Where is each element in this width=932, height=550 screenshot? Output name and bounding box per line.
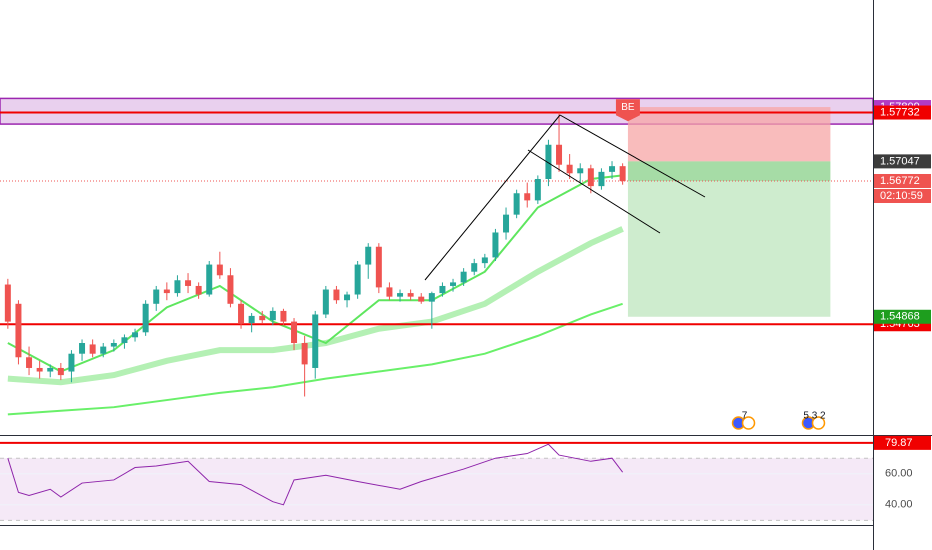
candle-body (227, 275, 234, 304)
candle-body (556, 144, 563, 165)
candle-body (280, 310, 287, 322)
price-label: 1.57732 (880, 106, 920, 118)
stop-zone (627, 107, 831, 162)
candle-body (301, 343, 308, 365)
candle-body (110, 343, 117, 347)
price-label: 1.54868 (880, 311, 920, 323)
price-label-box (874, 309, 931, 324)
countdown: 02:10:59 (880, 190, 923, 202)
price-label: 1.56772 (880, 175, 920, 187)
candle-body (481, 257, 488, 264)
candle-body (142, 303, 149, 333)
candle-body (216, 264, 223, 276)
candle-body (15, 303, 22, 358)
event-icon (811, 416, 826, 430)
price-label-box (874, 173, 931, 188)
countdown-box (874, 188, 931, 203)
candle-body (333, 289, 340, 301)
candle-body (269, 310, 276, 321)
event-label: 7 (742, 411, 748, 422)
rsi-level-box (874, 435, 931, 450)
candle-body (545, 144, 552, 179)
price-label: 1.57047 (880, 155, 920, 167)
candle-body (503, 214, 510, 233)
candle-body (619, 166, 626, 182)
candle-body (534, 178, 541, 201)
rsi-band (0, 458, 873, 521)
event-icon (741, 416, 756, 430)
candle-body (238, 303, 245, 324)
candle-body (195, 285, 202, 295)
candle-body (89, 344, 96, 354)
candle-body (471, 263, 478, 272)
candle-body (418, 296, 425, 302)
candle-body (174, 280, 181, 294)
candle-body (163, 289, 170, 294)
candle-body (609, 166, 616, 172)
candle-body (132, 332, 139, 338)
candle-body (524, 193, 531, 201)
be-marker (615, 99, 640, 122)
candle-body (185, 280, 192, 286)
candle-body (68, 353, 75, 372)
candle-body (248, 315, 255, 324)
candle-body (312, 314, 319, 368)
candle-body (100, 346, 107, 354)
candle-body (365, 246, 372, 265)
candle-body (598, 171, 605, 187)
event-label: 5 3 2 (803, 411, 826, 422)
candle-body (121, 337, 128, 344)
candle-body (587, 168, 594, 187)
candle-body (259, 315, 266, 321)
candle-body (513, 193, 520, 215)
candle-body (322, 289, 329, 315)
main-pane: BE 7 5 3 2 (0, 97, 874, 430)
candle-body (26, 357, 33, 368)
candle-body (47, 367, 54, 372)
candle-body (460, 271, 467, 283)
candle-body (577, 168, 584, 174)
be-label: BE (621, 102, 635, 113)
rsi-line (7, 443, 624, 506)
candle-body (450, 282, 457, 286)
candle-body (291, 321, 298, 344)
candle-body (4, 284, 11, 322)
candle-body (57, 367, 64, 376)
candle-body (36, 367, 43, 372)
rsi-level-label: 79.87 (885, 437, 913, 449)
moving-average (7, 302, 623, 416)
price-label-box (874, 105, 931, 120)
rsi-pane (0, 441, 873, 521)
trend-line (559, 114, 706, 198)
candle-body (386, 287, 393, 297)
trend-line (424, 114, 561, 281)
candle-body (428, 293, 435, 302)
entry-band (627, 161, 831, 181)
candle-body (407, 293, 414, 297)
candle-body (375, 246, 382, 288)
axis-labels: 1.578091.577321.547631.570471.5677202:10… (874, 100, 931, 511)
candle-body (354, 264, 361, 295)
target-zone (627, 161, 831, 317)
candle-body (206, 264, 213, 295)
candle-body (492, 232, 499, 258)
candle-body (566, 164, 573, 174)
rsi-tick-label: 40.00 (885, 499, 913, 511)
candle-body (397, 293, 404, 297)
candle-body (439, 285, 446, 294)
price-label-box (874, 154, 931, 169)
candle-body (79, 343, 86, 354)
candle-body (153, 289, 160, 304)
candle-body (344, 294, 351, 301)
trend-line (527, 149, 661, 234)
rsi-tick-label: 60.00 (885, 468, 913, 480)
